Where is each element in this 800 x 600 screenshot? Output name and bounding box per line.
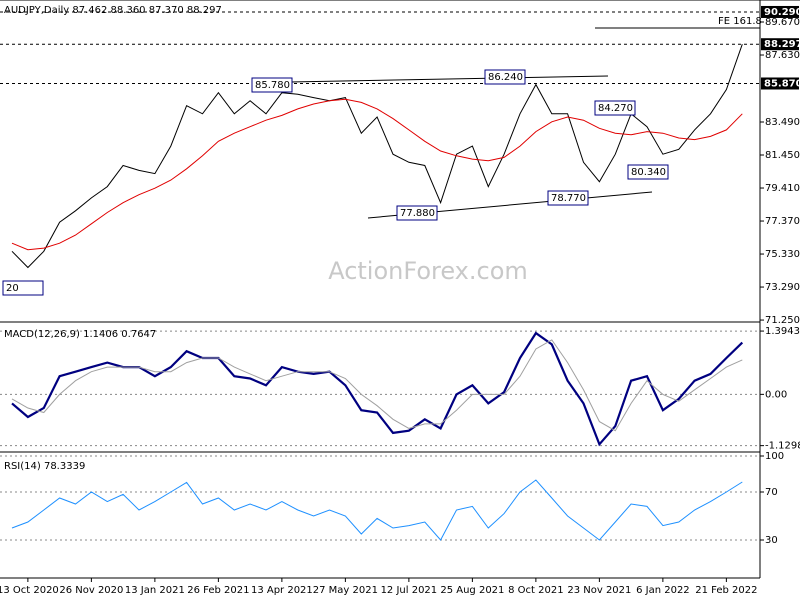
- annotation: 86.240: [488, 72, 523, 83]
- annotation: 78.770: [551, 193, 586, 204]
- x-tick-label: 26 Nov 2020: [59, 585, 123, 596]
- x-tick-label: 8 Oct 2021: [508, 585, 563, 596]
- y-tick-label: 75.330: [765, 249, 800, 260]
- annotation: 80.340: [631, 167, 666, 178]
- panel-title: MACD(12,26,9) 1.1406 0.7647: [4, 329, 156, 340]
- annotation: FE 161.8: [718, 16, 762, 27]
- y-tick-label: 30: [765, 535, 778, 546]
- y-tick-label: 73.290: [765, 282, 800, 293]
- x-tick-label: 6 Jan 2022: [636, 585, 690, 596]
- y-tick-label: 100: [765, 451, 784, 462]
- annotation-box: [251, 77, 293, 93]
- x-tick-label: 27 May 2021: [313, 585, 378, 596]
- series-line: [11, 98, 743, 251]
- series-line: [11, 44, 743, 269]
- price-marker-label: 88.297: [764, 39, 800, 50]
- x-tick-label: 13 Apr 2021: [251, 585, 313, 596]
- y-tick-label: 89.670: [765, 17, 800, 28]
- annotation: 84.270: [598, 103, 633, 114]
- price-marker-label: 90.290: [764, 7, 800, 18]
- annotation: 20: [6, 283, 19, 294]
- series-line: [11, 339, 743, 432]
- annotation-box: [594, 100, 636, 116]
- annotation-box: [2, 280, 44, 296]
- annotation-box: [627, 164, 669, 180]
- annotation-box: [547, 190, 589, 206]
- price-marker-label: 85.870: [764, 78, 800, 89]
- y-tick-label: 87.630: [765, 50, 800, 61]
- x-tick-label: 26 Feb 2021: [187, 585, 249, 596]
- y-tick-label: 0.00: [765, 389, 787, 400]
- y-tick-label: 70: [765, 487, 778, 498]
- annotation-box: [396, 205, 438, 221]
- series-line: [11, 479, 743, 541]
- annotation: 77.880: [400, 208, 435, 219]
- panel-title: AUDJPY,Daily 87.462 88.360 87.370 88.297: [4, 5, 222, 16]
- y-tick-label: 1.3943: [765, 326, 800, 337]
- y-tick-label: 71.250: [765, 315, 800, 326]
- y-tick-label: 77.370: [765, 216, 800, 227]
- x-tick-label: 13 Oct 2020: [0, 585, 59, 596]
- x-tick-label: 12 Jul 2021: [381, 585, 438, 596]
- y-tick-label: 81.450: [765, 150, 800, 161]
- price-marker: [761, 5, 799, 18]
- y-tick-label: -1.1298: [765, 441, 800, 452]
- price-marker: [761, 38, 799, 51]
- watermark: ActionForex.com: [328, 257, 528, 285]
- trendline: [289, 75, 609, 83]
- x-tick-label: 25 Aug 2021: [440, 585, 504, 596]
- price-marker: [761, 77, 799, 90]
- panel-title: RSI(14) 78.3339: [4, 461, 85, 472]
- y-tick-label: 79.410: [765, 183, 800, 194]
- x-tick-label: 13 Jan 2021: [125, 585, 185, 596]
- x-tick-label: 21 Feb 2022: [695, 585, 757, 596]
- x-tick-label: 23 Nov 2021: [567, 585, 631, 596]
- y-tick-label: 83.490: [765, 117, 800, 128]
- annotation: 85.780: [255, 80, 290, 91]
- annotation-box: [484, 69, 526, 85]
